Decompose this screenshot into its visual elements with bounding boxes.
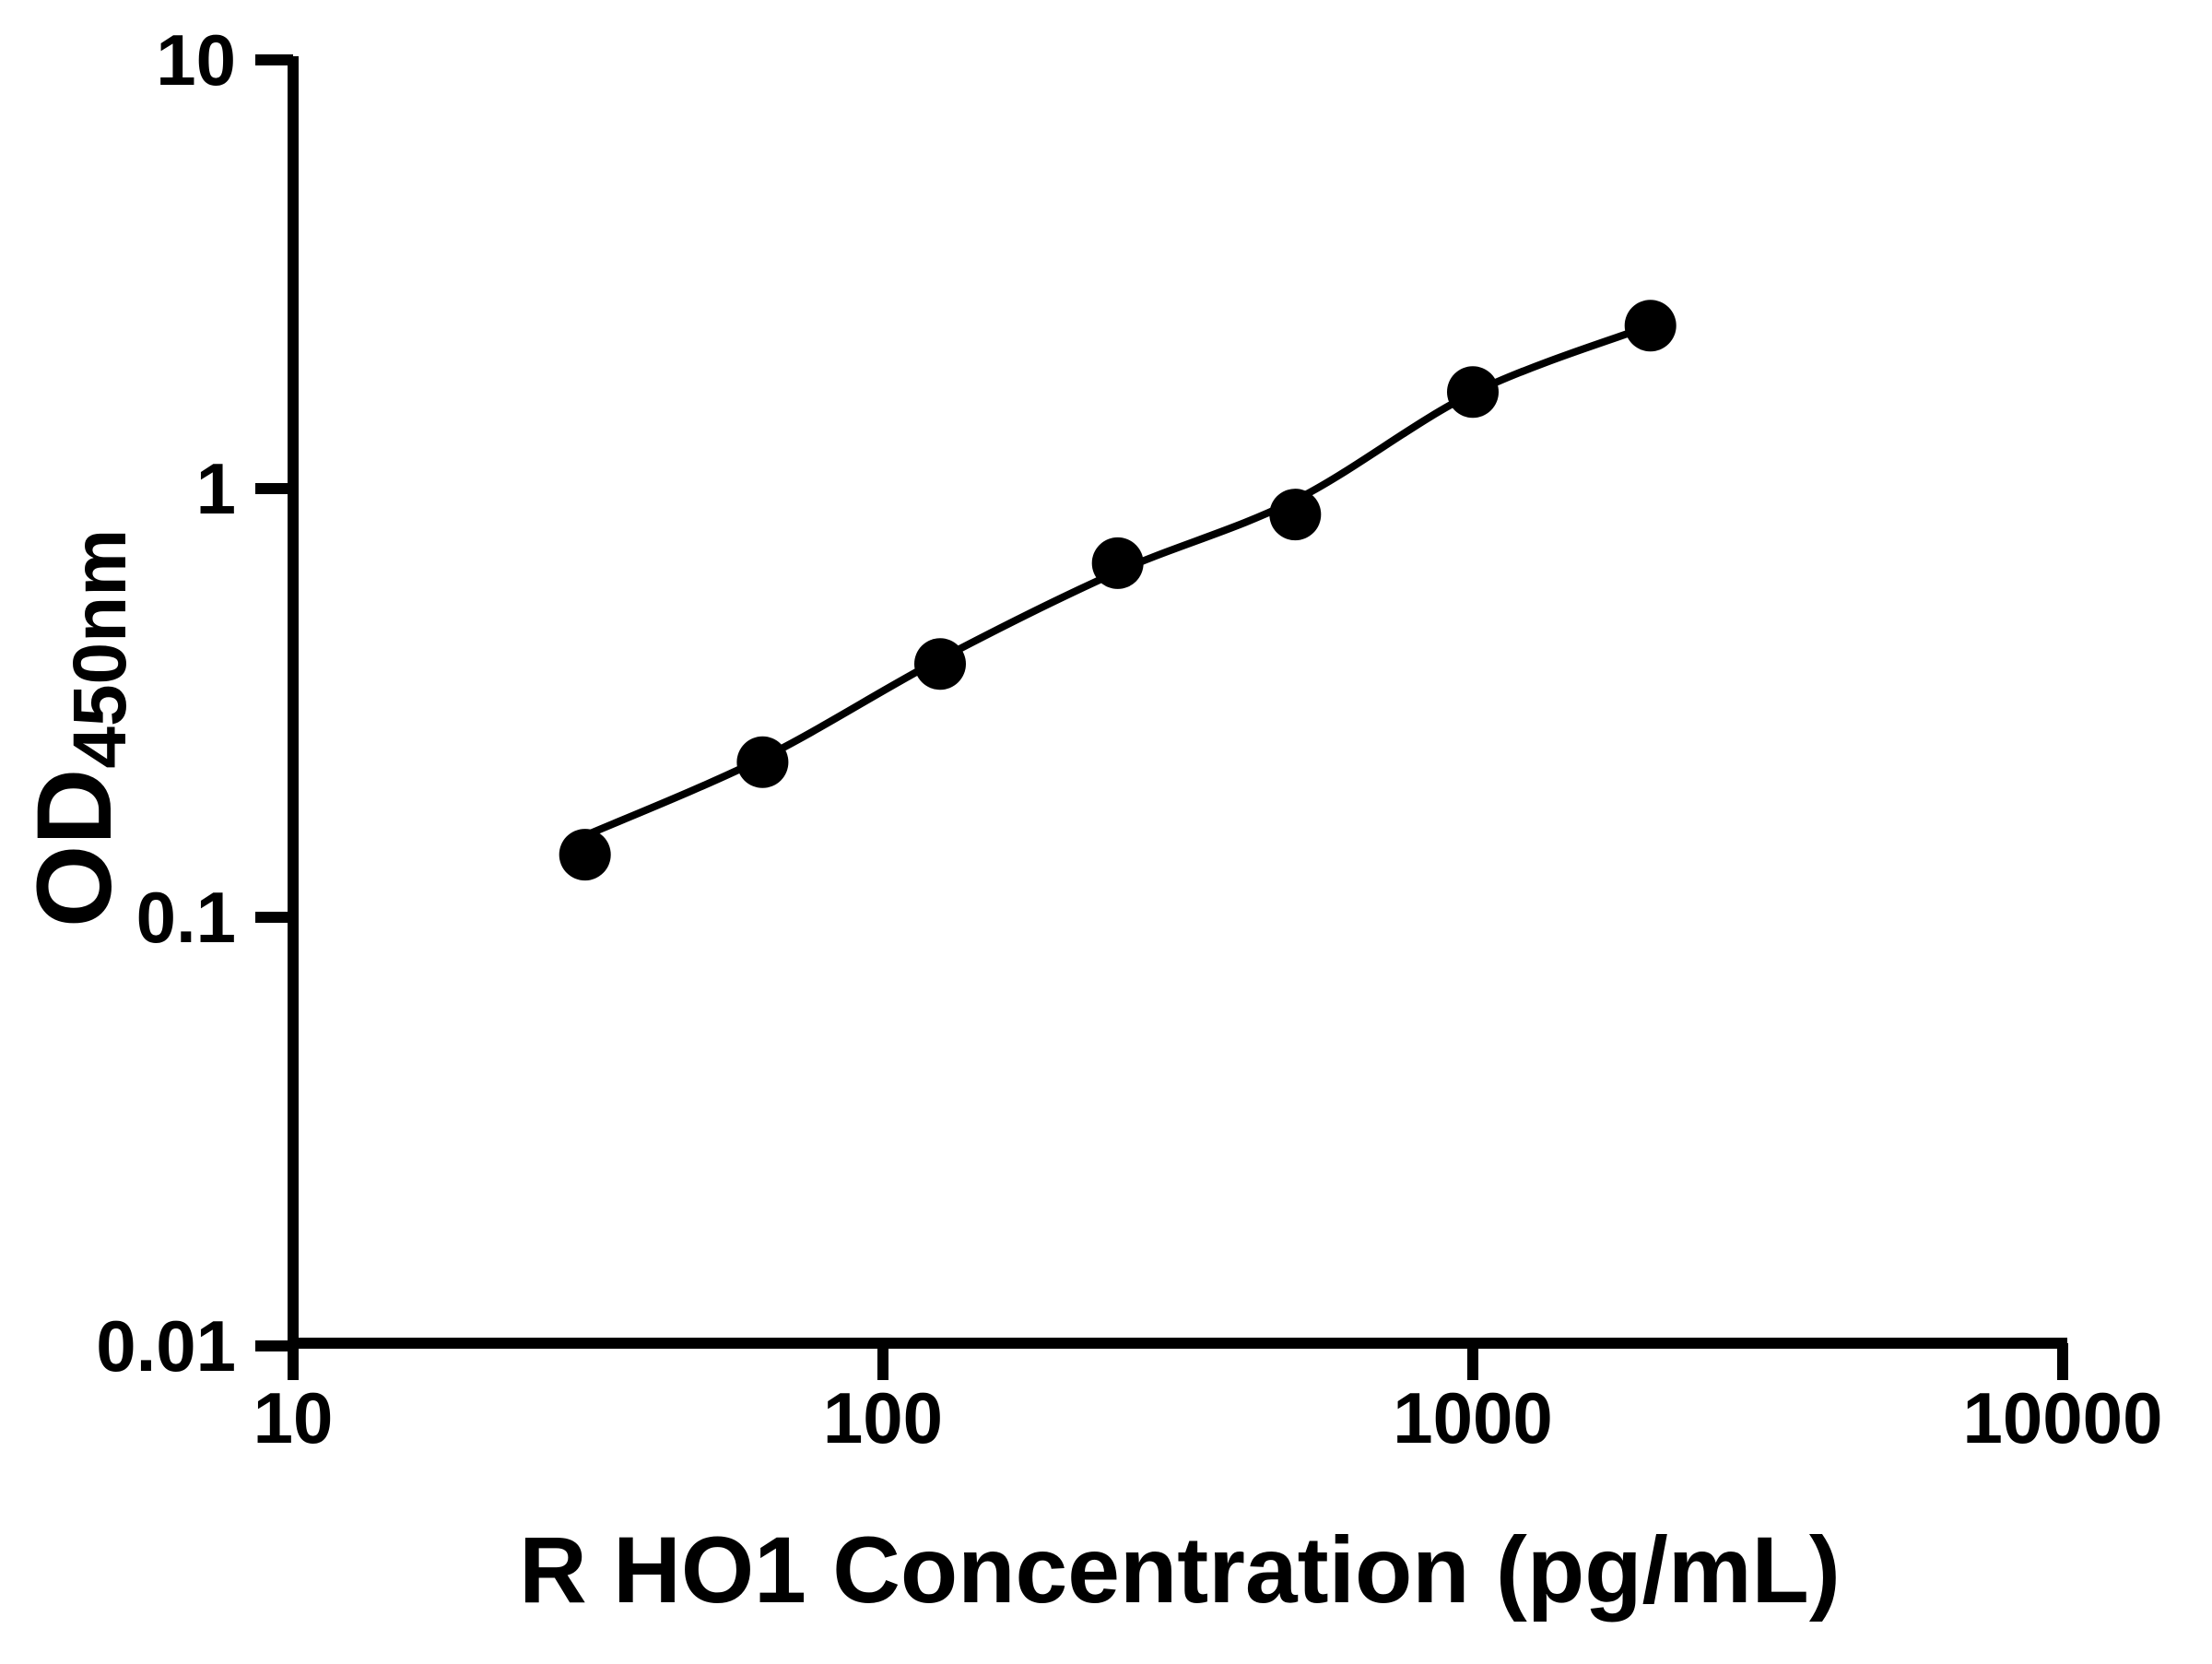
data-point [559, 829, 611, 881]
x-tick-label-100: 100 [823, 1377, 943, 1458]
y-axis-title-main: OD [16, 769, 134, 928]
x-axis-title: R HO1 Concentration (pg/mL) [519, 1517, 1841, 1623]
x-axis-ticks [288, 1343, 2068, 1380]
fitted-standard-curve [581, 322, 1654, 840]
y-axis-title-subscript: 450nm [58, 529, 142, 769]
x-tick-label-10000: 10000 [1963, 1377, 2163, 1458]
y-tick-label-10: 10 [156, 19, 236, 100]
x-tick-label-1000: 1000 [1393, 1377, 1553, 1458]
series-layer [559, 300, 1677, 881]
x-tick-label-10: 10 [253, 1377, 334, 1458]
y-axis-ticks [255, 54, 293, 1351]
y-axis-title: OD450nm [16, 529, 142, 927]
data-point [1269, 489, 1322, 541]
axis-spines [288, 56, 2067, 1349]
y-tick-label-0-1: 0.1 [136, 877, 236, 958]
y-tick-label-0-01: 0.01 [96, 1305, 236, 1387]
y-tick-label-1: 1 [196, 448, 236, 529]
